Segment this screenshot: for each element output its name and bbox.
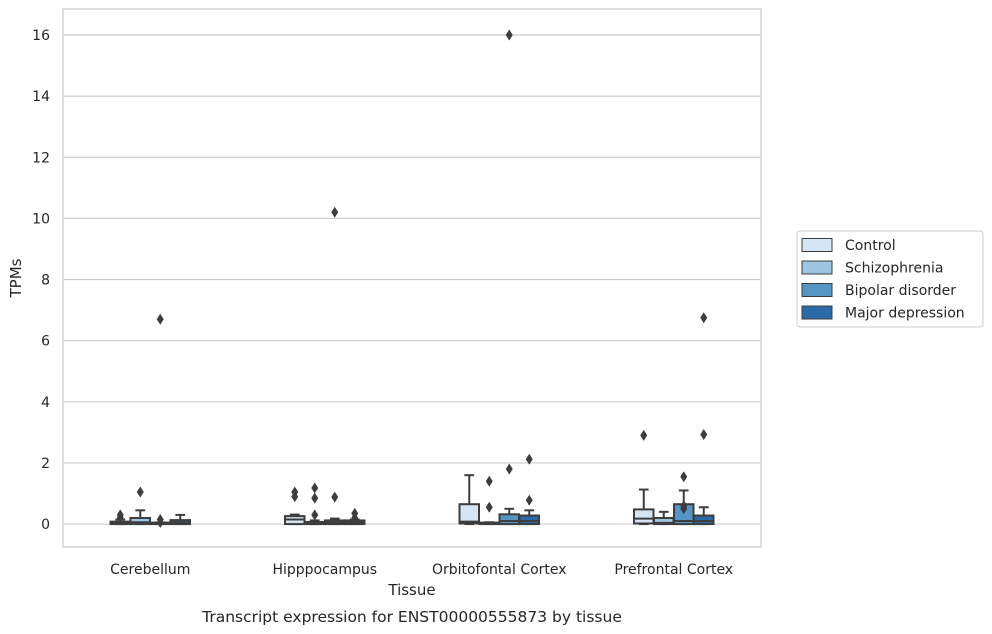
series-major-depression bbox=[169, 312, 715, 526]
legend-frame bbox=[796, 230, 984, 328]
outlier-point bbox=[156, 313, 164, 325]
legend-swatch bbox=[801, 283, 833, 297]
outlier-point bbox=[485, 501, 493, 513]
outlier-point bbox=[680, 471, 688, 483]
outlier-point bbox=[640, 429, 648, 441]
y-tick-label: 0 bbox=[41, 517, 50, 533]
outlier-point bbox=[680, 500, 688, 512]
outlier-point bbox=[116, 509, 124, 521]
legend-entry: Major depression bbox=[845, 306, 965, 322]
outlier-point bbox=[525, 494, 533, 506]
outlier-point bbox=[136, 486, 144, 498]
box bbox=[633, 508, 655, 525]
box bbox=[129, 516, 151, 526]
legend-entry: Control bbox=[845, 238, 896, 254]
x-axis-label: Tissue bbox=[387, 581, 435, 599]
y-tick-label: 4 bbox=[41, 395, 50, 411]
y-tick-labels: 0 2 4 6 8 10 12 14 16 bbox=[32, 28, 50, 533]
y-axis-label: TPMs bbox=[7, 258, 25, 298]
y-tick-label: 2 bbox=[41, 456, 50, 472]
outlier-point bbox=[156, 513, 164, 525]
legend-swatch bbox=[801, 238, 833, 252]
outlier-point bbox=[700, 312, 708, 324]
x-tick-label: Prefrontal Cortex bbox=[614, 562, 733, 578]
y-tick-label: 16 bbox=[32, 28, 50, 44]
y-tick-label: 10 bbox=[32, 211, 50, 227]
y-tick-label: 6 bbox=[41, 334, 50, 350]
x-tick-label: Hipppocampus bbox=[272, 562, 377, 578]
x-tick-label: Cerebellum bbox=[110, 562, 190, 578]
y-tick-label: 14 bbox=[32, 89, 50, 105]
outlier-point bbox=[505, 29, 513, 41]
box bbox=[498, 513, 520, 526]
outlier-point bbox=[331, 206, 339, 218]
box bbox=[458, 503, 480, 525]
legend-entry: Bipolar disorder bbox=[845, 283, 956, 299]
x-tick-labels: Cerebellum Hipppocampus Orbitofontal Corte… bbox=[110, 562, 733, 578]
outlier-point bbox=[700, 429, 708, 441]
chart-title: Transcript expression for ENST0000055587… bbox=[201, 608, 622, 626]
legend: Control Schizophrenia Bipolar disorder Majo… bbox=[796, 230, 984, 328]
grid-lines bbox=[63, 34, 761, 525]
box bbox=[518, 514, 540, 526]
outlier-point bbox=[351, 507, 359, 519]
y-tick-label: 12 bbox=[32, 150, 50, 166]
plot-frame bbox=[62, 8, 762, 548]
legend-swatch bbox=[801, 260, 833, 275]
outlier-point bbox=[485, 475, 493, 487]
outlier-point bbox=[505, 463, 513, 475]
outlier-point bbox=[311, 509, 319, 521]
outlier-point bbox=[291, 486, 299, 498]
x-tick-label: Orbitofontal Cortex bbox=[432, 562, 567, 578]
legend-swatch bbox=[801, 305, 833, 320]
outlier-point bbox=[525, 453, 533, 465]
outlier-point bbox=[311, 482, 319, 494]
legend-entry: Schizophrenia bbox=[845, 261, 943, 277]
series-bipolar-disorder bbox=[149, 29, 695, 529]
series-schizophrenia bbox=[129, 475, 675, 526]
series-control bbox=[109, 429, 655, 526]
outlier-point bbox=[311, 492, 319, 504]
outlier-point bbox=[331, 491, 339, 503]
box-series bbox=[109, 29, 715, 529]
y-tick-label: 8 bbox=[41, 273, 50, 289]
box bbox=[693, 514, 715, 526]
